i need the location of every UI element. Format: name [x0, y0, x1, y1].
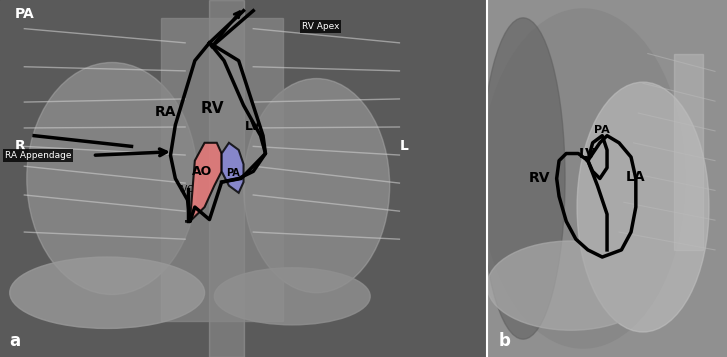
Text: b: b: [499, 332, 511, 350]
Ellipse shape: [244, 79, 390, 293]
Ellipse shape: [487, 241, 655, 330]
Bar: [674, 54, 703, 250]
Text: L: L: [399, 139, 409, 153]
Polygon shape: [185, 143, 222, 221]
Ellipse shape: [27, 62, 197, 295]
Text: PA: PA: [227, 168, 240, 178]
Text: R: R: [15, 139, 25, 153]
Ellipse shape: [214, 268, 370, 325]
Text: LV: LV: [245, 120, 261, 133]
Polygon shape: [222, 143, 244, 193]
Bar: [161, 18, 283, 321]
Text: IVC: IVC: [179, 185, 193, 195]
Ellipse shape: [577, 82, 709, 332]
Text: LA: LA: [626, 170, 646, 184]
Ellipse shape: [481, 9, 685, 348]
Text: RA Appendage: RA Appendage: [5, 151, 71, 160]
Text: PA: PA: [15, 7, 34, 21]
Text: a: a: [9, 332, 21, 350]
Text: PA: PA: [595, 125, 610, 135]
Ellipse shape: [481, 18, 565, 339]
Text: RA: RA: [155, 105, 177, 120]
Text: AO: AO: [192, 165, 212, 178]
Bar: [209, 0, 244, 357]
Text: RV: RV: [200, 101, 224, 116]
Text: RV Apex: RV Apex: [302, 22, 340, 31]
Text: LV: LV: [579, 146, 597, 161]
Ellipse shape: [9, 257, 204, 328]
Text: RV: RV: [529, 171, 550, 186]
